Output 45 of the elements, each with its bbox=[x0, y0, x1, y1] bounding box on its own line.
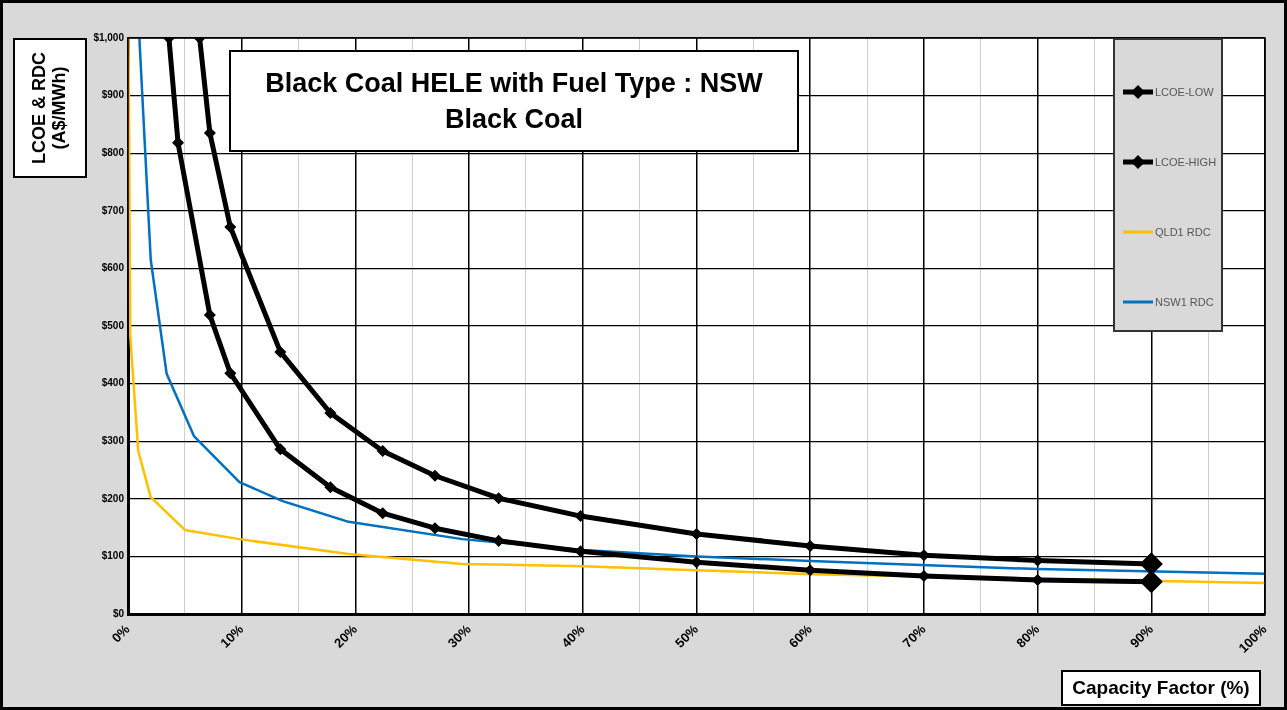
point bbox=[429, 523, 440, 534]
point bbox=[275, 444, 286, 455]
point bbox=[493, 493, 504, 504]
y-tick-label: $100 bbox=[101, 550, 125, 562]
point bbox=[225, 368, 236, 379]
legend-label: NSW1 RDC bbox=[1155, 296, 1214, 308]
y-tick-label: $400 bbox=[101, 377, 125, 389]
point bbox=[691, 528, 702, 539]
text: Black Coal HELE with Fuel Type : NSW Black Coal bbox=[229, 50, 799, 152]
y-tick-label: $200 bbox=[101, 492, 125, 504]
point bbox=[325, 407, 336, 418]
y-tick-label: $700 bbox=[101, 204, 125, 216]
point bbox=[204, 310, 215, 321]
point bbox=[204, 128, 215, 139]
point bbox=[575, 546, 586, 557]
point bbox=[493, 535, 504, 546]
y-tick-label: $300 bbox=[101, 434, 125, 446]
x-tick-label: 80% bbox=[1013, 621, 1043, 651]
point bbox=[575, 511, 586, 522]
legend-label: LCOE-LOW bbox=[1155, 86, 1214, 98]
y-tick-label: $800 bbox=[101, 146, 125, 158]
x-tick-label: 0% bbox=[108, 621, 133, 646]
y-axis-title: LCOE & RDC (A$/MWh) bbox=[29, 51, 70, 166]
y-tick-label: $900 bbox=[101, 89, 125, 101]
point bbox=[1032, 555, 1043, 566]
y-tick-label: $1,000 bbox=[93, 31, 125, 43]
legend-label: LCOE-HIGH bbox=[1155, 156, 1217, 168]
point bbox=[225, 221, 236, 232]
x-tick-label: 40% bbox=[558, 621, 588, 651]
y-tick-label: $0 bbox=[112, 607, 125, 619]
point bbox=[429, 470, 440, 481]
point bbox=[275, 346, 286, 357]
y-tick-label: $500 bbox=[101, 319, 125, 331]
point bbox=[377, 445, 388, 456]
point bbox=[1032, 575, 1043, 586]
y-tick-label: $600 bbox=[101, 262, 125, 274]
point bbox=[173, 137, 184, 148]
x-tick-label: 70% bbox=[899, 621, 929, 651]
point bbox=[377, 508, 388, 519]
legend-label: QLD1 RDC bbox=[1155, 226, 1211, 238]
point bbox=[325, 482, 336, 493]
x-tick-label: 60% bbox=[785, 621, 816, 651]
point bbox=[918, 550, 929, 561]
x-axis-title: Capacity Factor (%) bbox=[1061, 670, 1261, 706]
point bbox=[691, 557, 702, 568]
